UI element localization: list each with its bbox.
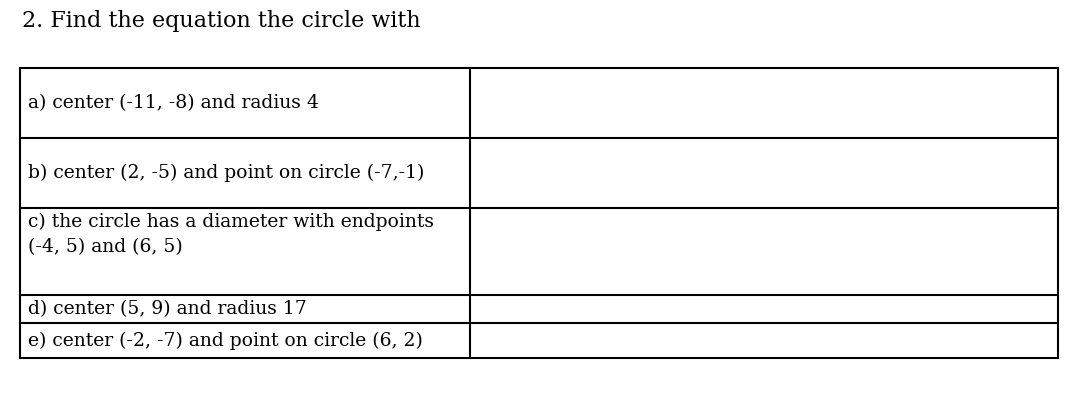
Text: e) center (-2, -7) and point on circle (6, 2): e) center (-2, -7) and point on circle (… [28, 331, 423, 350]
Text: b) center (2, -5) and point on circle (-7,-1): b) center (2, -5) and point on circle (-… [28, 164, 424, 182]
Text: a) center (-11, -8) and radius 4: a) center (-11, -8) and radius 4 [28, 94, 319, 112]
Text: d) center (5, 9) and radius 17: d) center (5, 9) and radius 17 [28, 300, 307, 318]
Text: c) the circle has a diameter with endpoints
(-4, 5) and (6, 5): c) the circle has a diameter with endpoi… [28, 213, 434, 256]
Text: 2. Find the equation the circle with: 2. Find the equation the circle with [22, 10, 420, 32]
